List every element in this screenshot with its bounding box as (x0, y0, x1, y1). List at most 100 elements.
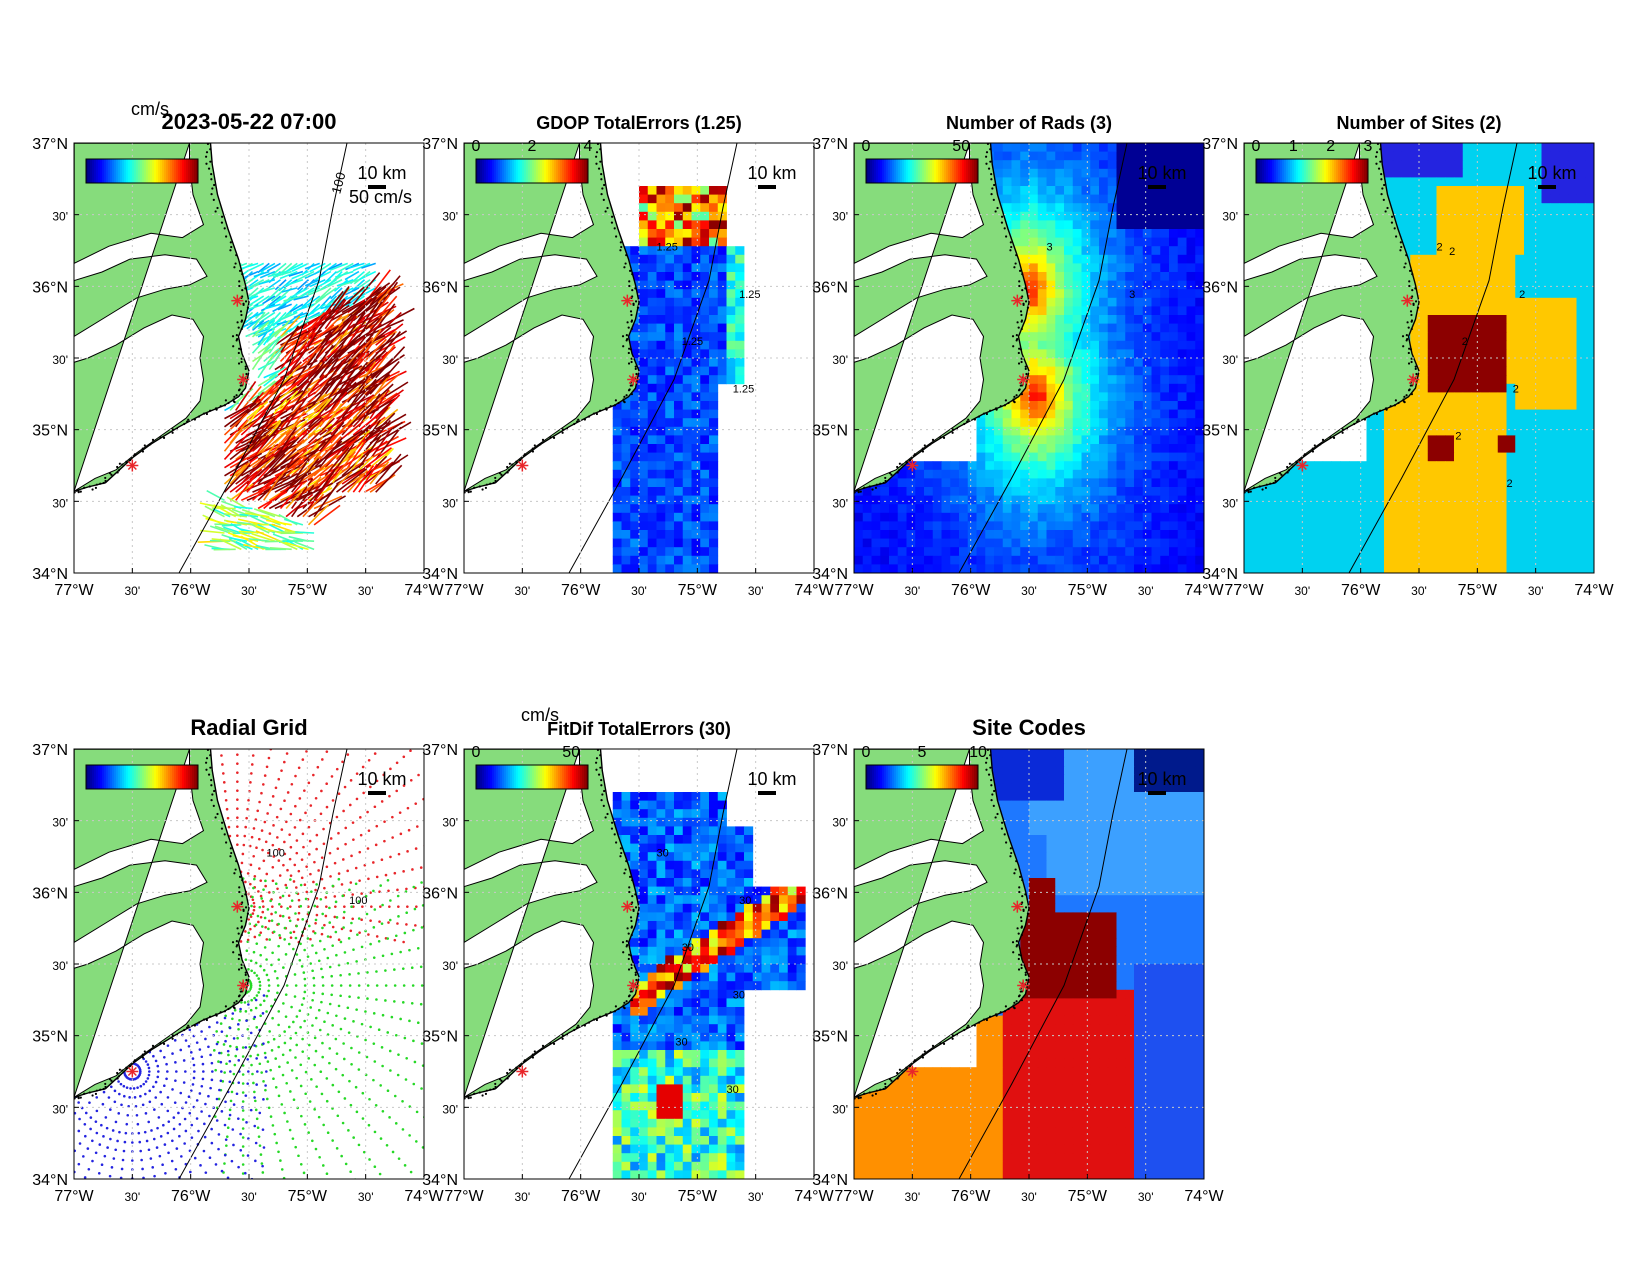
radial-point (339, 1027, 343, 1031)
radial-point (211, 1070, 214, 1073)
radial-point (342, 1042, 345, 1045)
radial-point (312, 734, 315, 737)
radial-point (253, 1099, 257, 1103)
radial-point (91, 1159, 94, 1163)
radial-point (277, 1045, 280, 1049)
radial-point (241, 1118, 245, 1121)
radial-point (74, 1149, 77, 1153)
velocity-arrow (347, 469, 369, 493)
velocity-arrow (274, 323, 306, 346)
radial-point (289, 845, 293, 849)
velocity-arrow (335, 262, 354, 274)
coast-dots (1244, 143, 1420, 494)
radial-point (282, 966, 285, 969)
velocity-arrow (245, 303, 264, 311)
velocity-arrow (363, 406, 389, 436)
radial-point (411, 984, 415, 987)
radial-point (387, 889, 390, 893)
radial-point (331, 1083, 335, 1087)
radial-point (283, 799, 286, 802)
radial-point (310, 890, 313, 893)
radial-point (265, 938, 269, 941)
radial-point (335, 916, 339, 919)
radial-point (294, 774, 297, 778)
colorbar-tick: 0 (472, 138, 481, 155)
radial-point (311, 1024, 314, 1027)
radial-point (254, 1108, 258, 1112)
velocity-arrow (307, 504, 330, 526)
radial-point (92, 1254, 95, 1257)
x-tick-label: 30' (515, 1190, 531, 1204)
radial-point (175, 1070, 178, 1073)
radial-point (359, 833, 363, 837)
radial-point (103, 1201, 106, 1204)
radial-point (255, 1083, 258, 1086)
radial-point (12, 1109, 15, 1112)
y-tick-label: 35°N (32, 423, 68, 440)
radial-point (406, 806, 410, 810)
velocity-arrow (364, 286, 401, 314)
radial-point (378, 1172, 382, 1176)
radial-point (457, 807, 460, 810)
radial-point (441, 839, 444, 842)
velocity-arrow (344, 287, 360, 296)
radial-point (152, 1137, 156, 1141)
velocity-arrow (268, 435, 300, 453)
velocity-arrow (214, 525, 236, 534)
radial-point (274, 786, 278, 790)
radial-point (128, 1096, 131, 1099)
radial-point (259, 1153, 263, 1156)
radial-point (388, 1049, 392, 1053)
radial-point (408, 1134, 411, 1137)
radial-point (398, 726, 401, 729)
radial-point (217, 1147, 220, 1151)
velocity-arrow (286, 262, 304, 273)
radial-point (372, 1078, 375, 1082)
radial-point (25, 1117, 28, 1120)
radial-point (208, 1114, 211, 1118)
radial-point (200, 1226, 203, 1229)
site-marker-icon (627, 979, 640, 992)
radial-point (369, 785, 372, 789)
radial-point (165, 1062, 168, 1066)
radial-point (407, 828, 411, 832)
radial-point (386, 1089, 390, 1093)
radial-point (226, 1200, 229, 1203)
radial-point (275, 1141, 278, 1145)
velocity-arrow (272, 303, 287, 313)
velocity-arrow (266, 279, 281, 290)
velocity-arrow (279, 419, 302, 444)
radial-point (280, 905, 283, 908)
radial-point (42, 1225, 45, 1228)
radial-point (256, 914, 260, 918)
radial-point (119, 1176, 123, 1179)
radial-point (237, 1023, 240, 1026)
radial-point (223, 1123, 227, 1127)
velocity-arrow (223, 433, 249, 461)
radial-point (216, 1217, 219, 1220)
radial-point (258, 1111, 262, 1115)
radial-point (389, 1187, 392, 1190)
radial-point (321, 758, 324, 761)
radial-point (62, 1055, 65, 1058)
radial-point (288, 919, 292, 923)
velocity-arrow (246, 262, 265, 273)
radial-point (231, 1208, 234, 1211)
radial-point (277, 1010, 281, 1013)
y-tick-label: 30' (52, 496, 68, 510)
y-tick-label: 30' (52, 959, 68, 973)
radial-point (372, 1012, 376, 1015)
radial-point (66, 1117, 69, 1120)
contour-label: 30 (682, 942, 694, 954)
velocity-arrow (281, 287, 298, 293)
velocity-arrow (358, 315, 383, 346)
radial-point (321, 975, 325, 979)
radial-point (231, 1012, 235, 1015)
radial-point (160, 1102, 164, 1106)
radial-point (276, 887, 279, 891)
radial-point (283, 1041, 287, 1045)
radial-point (139, 1084, 143, 1088)
radial-point (430, 1068, 433, 1071)
radial-point (268, 1030, 271, 1033)
radial-point (421, 904, 424, 907)
